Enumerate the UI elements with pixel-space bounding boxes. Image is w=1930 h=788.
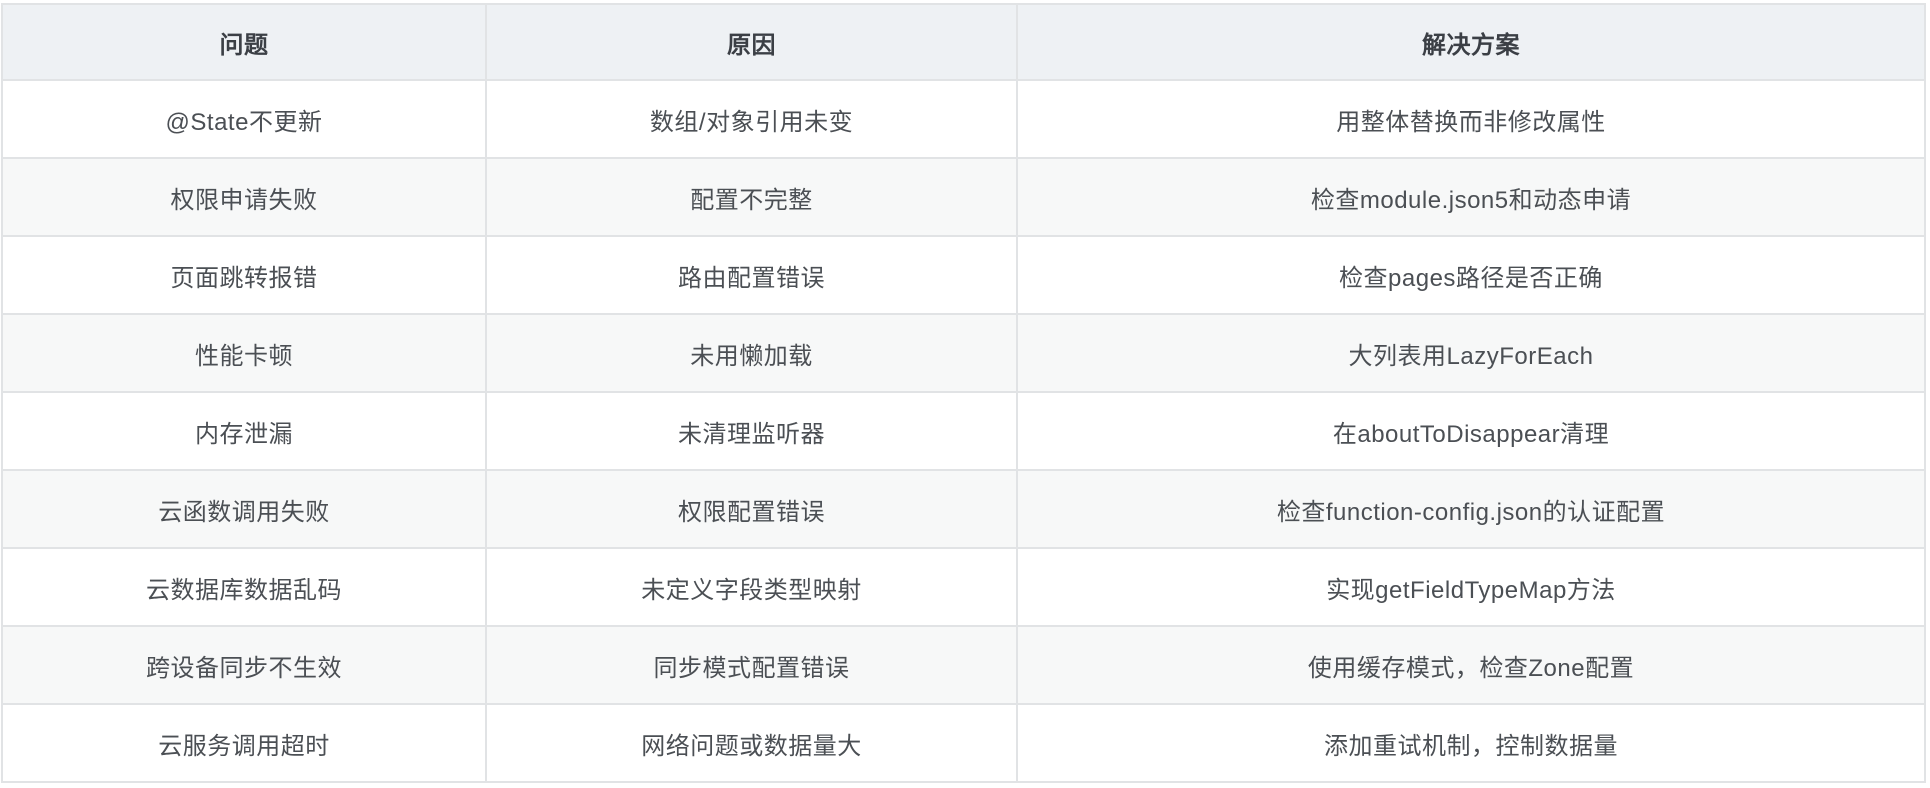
cell-problem: 云数据库数据乱码	[1, 547, 487, 627]
cell-cause: 未用懒加载	[485, 313, 1018, 393]
table-row: 跨设备同步不生效 同步模式配置错误 使用缓存模式，检查Zone配置	[1, 625, 1926, 705]
table-row: 页面跳转报错 路由配置错误 检查pages路径是否正确	[1, 235, 1926, 315]
cell-problem: 云服务调用超时	[1, 703, 487, 783]
cell-problem: 页面跳转报错	[1, 235, 487, 315]
cell-cause: 配置不完整	[485, 157, 1018, 237]
cell-solution: 检查function-config.json的认证配置	[1016, 469, 1926, 549]
cell-problem: 权限申请失败	[1, 157, 487, 237]
column-header-solution: 解决方案	[1016, 3, 1926, 81]
column-header-cause: 原因	[485, 3, 1018, 81]
cell-solution: 大列表用LazyForEach	[1016, 313, 1926, 393]
table-row: 权限申请失败 配置不完整 检查module.json5和动态申请	[1, 157, 1926, 237]
table-row: 云函数调用失败 权限配置错误 检查function-config.json的认证…	[1, 469, 1926, 549]
cell-problem: 内存泄漏	[1, 391, 487, 471]
cell-cause: 数组/对象引用未变	[485, 79, 1018, 159]
cell-solution: 在aboutToDisappear清理	[1016, 391, 1926, 471]
cell-solution: 用整体替换而非修改属性	[1016, 79, 1926, 159]
cell-cause: 未定义字段类型映射	[485, 547, 1018, 627]
column-header-problem: 问题	[1, 3, 487, 81]
cell-problem: 跨设备同步不生效	[1, 625, 487, 705]
cell-problem: 性能卡顿	[1, 313, 487, 393]
cell-cause: 权限配置错误	[485, 469, 1018, 549]
cell-cause: 同步模式配置错误	[485, 625, 1018, 705]
cell-solution: 使用缓存模式，检查Zone配置	[1016, 625, 1926, 705]
troubleshooting-table-container: 问题 原因 解决方案 @State不更新 数组/对象引用未变 用整体替换而非修改…	[1, 3, 1926, 783]
cell-cause: 未清理监听器	[485, 391, 1018, 471]
troubleshooting-table: 问题 原因 解决方案 @State不更新 数组/对象引用未变 用整体替换而非修改…	[1, 3, 1926, 783]
cell-solution: 实现getFieldTypeMap方法	[1016, 547, 1926, 627]
cell-problem: 云函数调用失败	[1, 469, 487, 549]
cell-solution: 检查module.json5和动态申请	[1016, 157, 1926, 237]
header-row: 问题 原因 解决方案	[1, 3, 1926, 81]
cell-solution: 检查pages路径是否正确	[1016, 235, 1926, 315]
cell-cause: 网络问题或数据量大	[485, 703, 1018, 783]
cell-cause: 路由配置错误	[485, 235, 1018, 315]
table-row: @State不更新 数组/对象引用未变 用整体替换而非修改属性	[1, 79, 1926, 159]
table-row: 云服务调用超时 网络问题或数据量大 添加重试机制，控制数据量	[1, 703, 1926, 783]
cell-solution: 添加重试机制，控制数据量	[1016, 703, 1926, 783]
table-row: 性能卡顿 未用懒加载 大列表用LazyForEach	[1, 313, 1926, 393]
table-row: 云数据库数据乱码 未定义字段类型映射 实现getFieldTypeMap方法	[1, 547, 1926, 627]
cell-problem: @State不更新	[1, 79, 487, 159]
table-row: 内存泄漏 未清理监听器 在aboutToDisappear清理	[1, 391, 1926, 471]
